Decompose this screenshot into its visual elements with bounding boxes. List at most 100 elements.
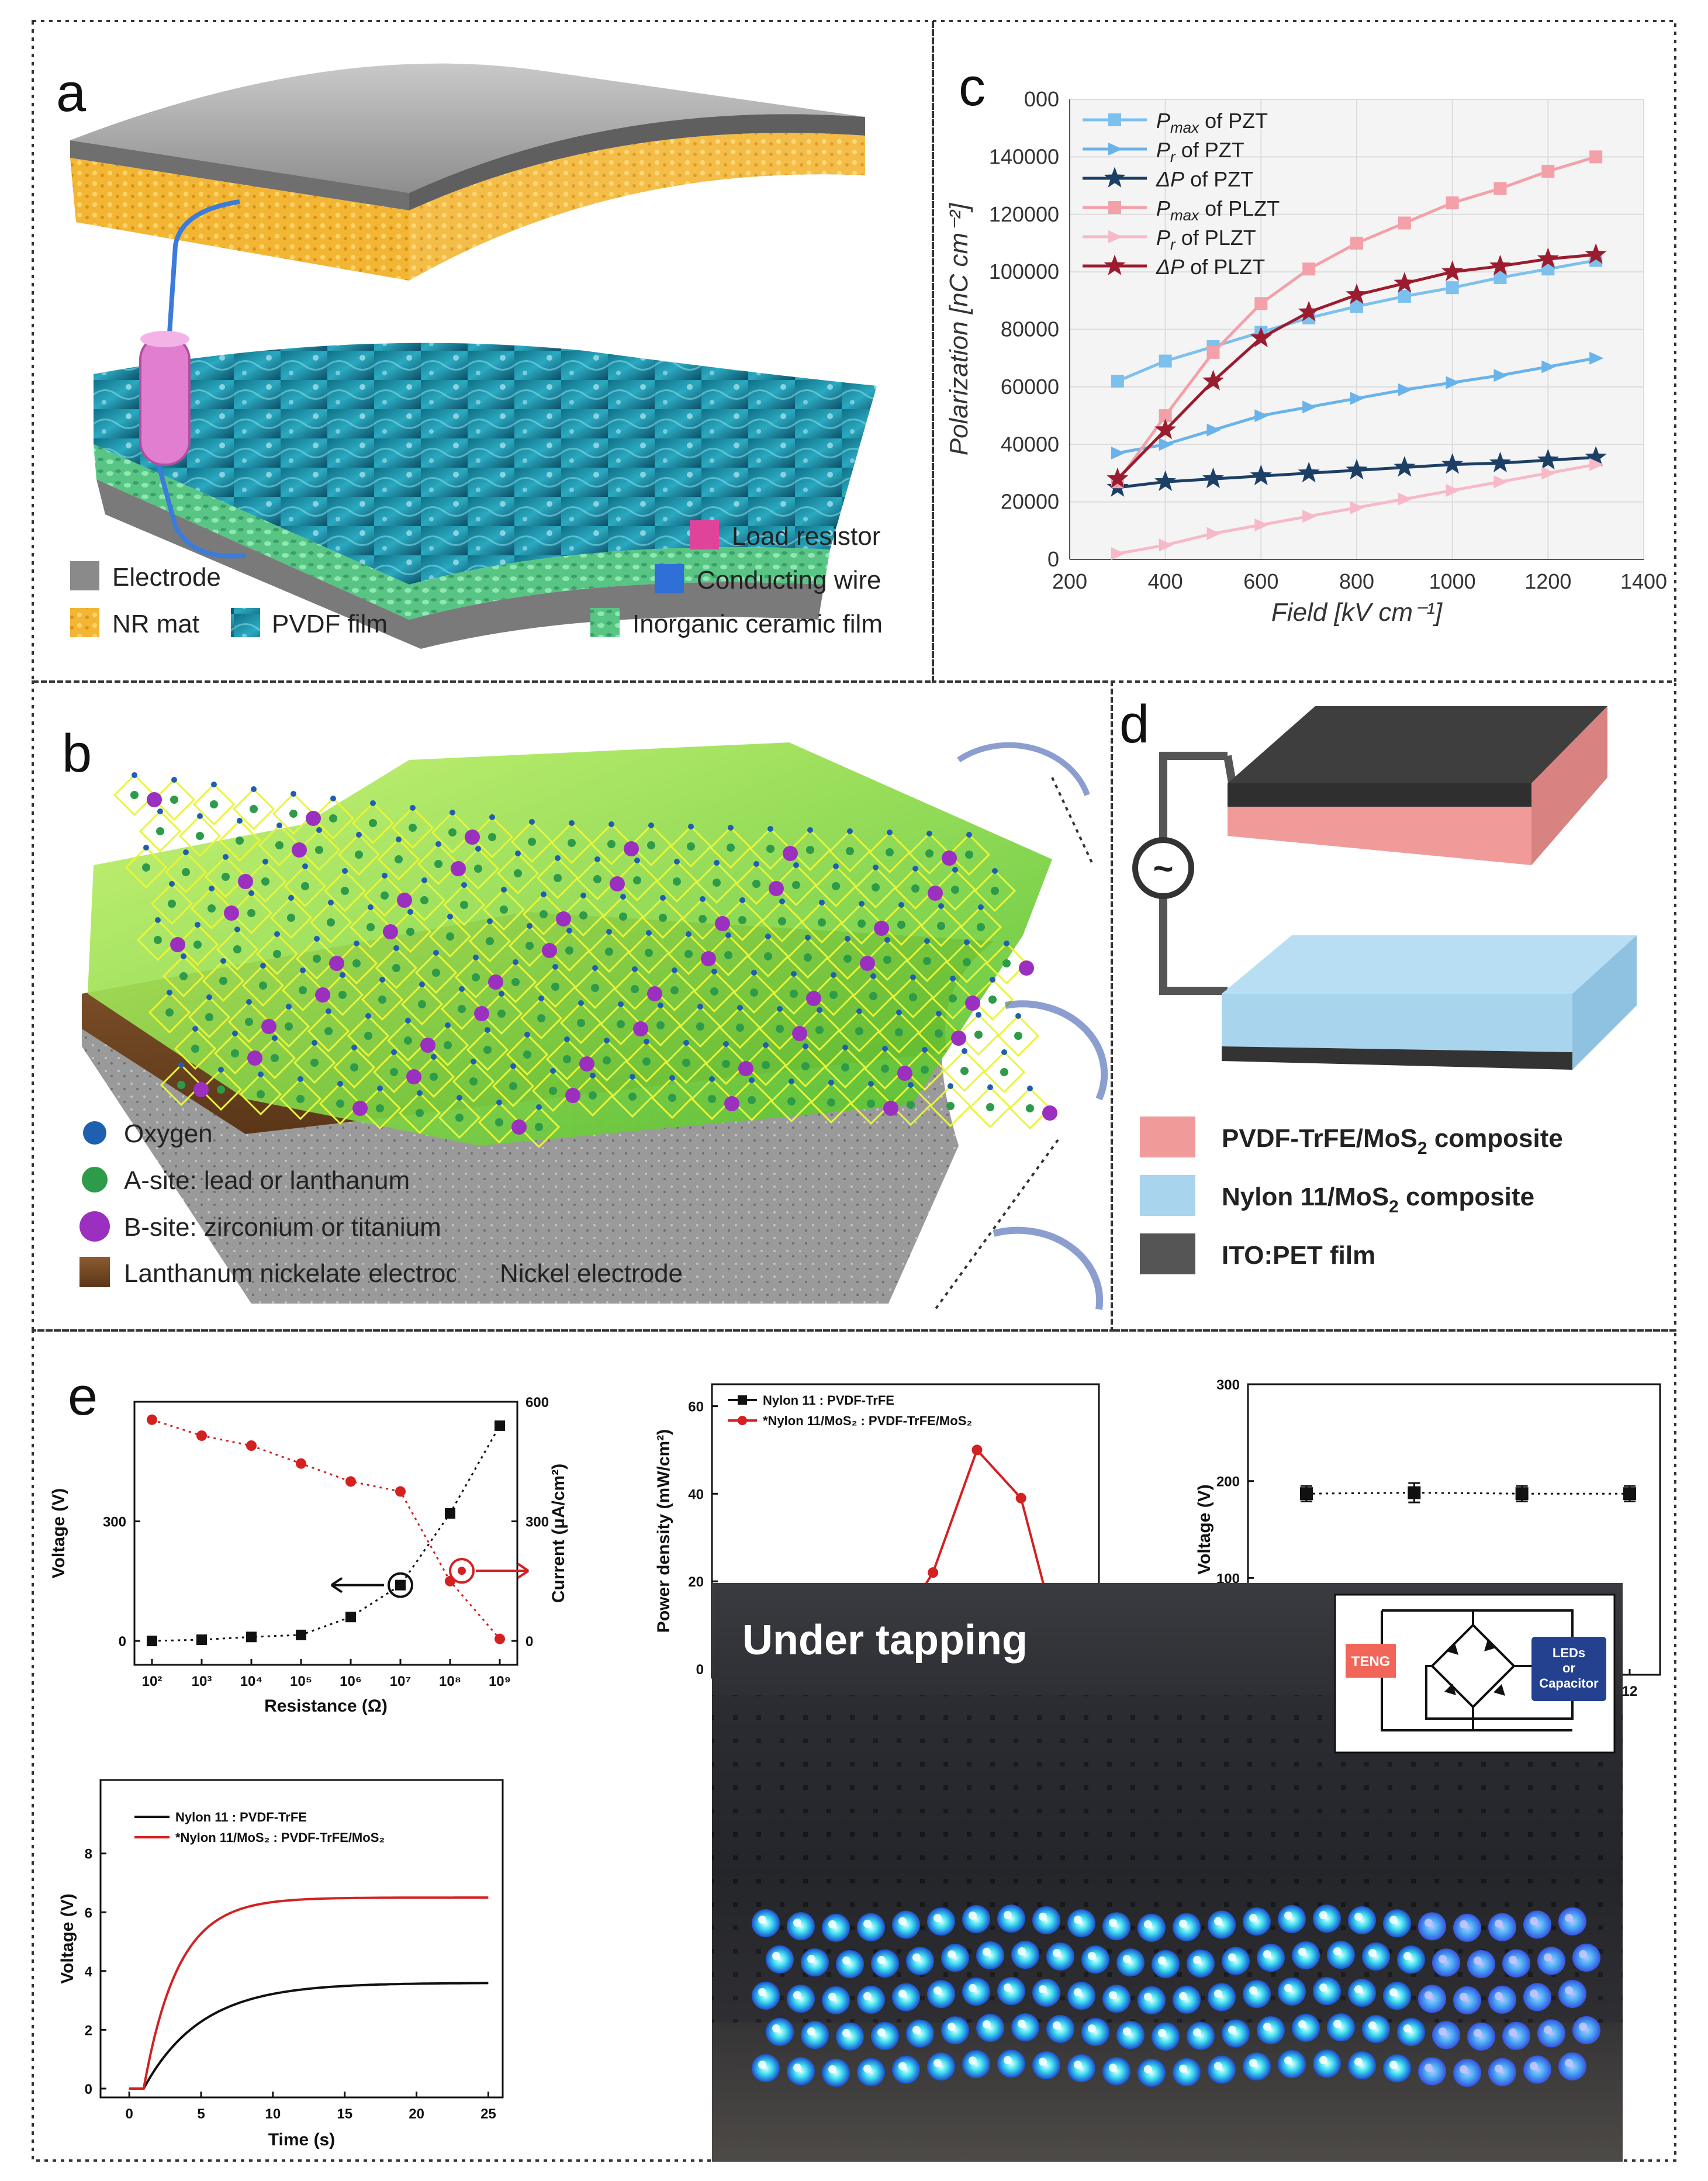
- crystal-lattice: [88, 742, 1052, 1146]
- a-site-atom: [911, 884, 919, 893]
- led-highlight: [1474, 1956, 1482, 1965]
- oxygen-atom: [725, 932, 731, 938]
- octahedron: [903, 1048, 946, 1091]
- a-site-atom: [514, 869, 522, 877]
- a-site-atom: [170, 796, 178, 804]
- data-point: [1250, 464, 1272, 486]
- oxygen-atom: [709, 1076, 715, 1082]
- panel-a-border: [32, 20, 934, 683]
- a-site-atom: [486, 937, 494, 945]
- a-site-atom: [897, 921, 905, 929]
- led-highlight: [969, 1912, 977, 1920]
- oxygen-atom: [807, 827, 813, 833]
- series-line: [129, 1896, 489, 2090]
- a-site-atom: [713, 879, 721, 887]
- led-highlight: [793, 1991, 801, 2000]
- y-right-axis-label: Current (μA/cm²): [549, 1464, 568, 1603]
- y-right-tick-label: 600: [525, 1395, 549, 1411]
- octahedron: [854, 866, 897, 909]
- b-site-atom: [860, 956, 875, 971]
- oxygen-atom: [529, 819, 535, 825]
- oxygen-atom: [421, 877, 427, 883]
- x-tick-label: 1200: [1524, 569, 1571, 593]
- oxygen-atom: [157, 808, 163, 814]
- octahedron: [863, 1047, 907, 1090]
- led-highlight: [1460, 2065, 1468, 2073]
- data-point: [1350, 501, 1365, 514]
- octahedron: [403, 879, 446, 922]
- a-site-atom: [469, 1077, 478, 1086]
- teng-illustration: [70, 63, 877, 649]
- load-resistor-top: [140, 331, 189, 347]
- legend-pvdf-film: PVDF film: [231, 608, 388, 638]
- data-point: [1298, 300, 1320, 322]
- led-highlight: [1053, 2021, 1061, 2030]
- led-highlight: [898, 1917, 907, 1926]
- led-highlight: [898, 2062, 907, 2071]
- octahedron: [178, 814, 222, 858]
- a-site-atom: [259, 981, 267, 990]
- led-highlight: [1004, 1911, 1012, 1920]
- oxygen-atom: [538, 996, 544, 1001]
- oxygen-atom: [132, 772, 137, 778]
- a-site-atom: [605, 948, 613, 956]
- panel-e-label: e: [68, 1367, 98, 1426]
- led-highlight: [1179, 1919, 1187, 1928]
- octahedron: [616, 859, 659, 902]
- a-site-atom: [818, 918, 826, 927]
- y-axis-label: Polarization [nC cm⁻²]: [945, 202, 973, 455]
- led-icon: [1523, 1910, 1551, 1939]
- led-highlight: [1530, 2062, 1538, 2071]
- led-highlight: [1389, 1916, 1398, 1924]
- oxygen-atom: [950, 976, 956, 981]
- b-site-atom: [724, 1096, 739, 1111]
- octahedron: [877, 1011, 921, 1054]
- data-point: [196, 1430, 207, 1441]
- led-icon: [1011, 2013, 1039, 2042]
- led-highlight: [793, 2064, 801, 2072]
- led-icon: [1257, 2016, 1285, 2045]
- a-site-atom: [273, 950, 281, 958]
- oxygen-atom: [272, 1035, 278, 1041]
- octahedron: [775, 863, 818, 907]
- oxygen-atom: [181, 953, 186, 959]
- led-icon: [1488, 1985, 1516, 2014]
- octahedron: [810, 1081, 853, 1124]
- led-highlight: [1249, 1986, 1257, 1995]
- legend-ceramic-film: Inorganic ceramic film: [590, 608, 883, 638]
- a-site-atom: [367, 923, 375, 931]
- oxygen-atom: [410, 805, 416, 811]
- octahedron: [840, 902, 883, 945]
- oxygen-atom: [541, 891, 547, 897]
- oxygen-atom: [220, 958, 226, 964]
- a-site-atom: [261, 877, 269, 886]
- octahedron: [681, 897, 724, 941]
- a-site-atom: [832, 882, 840, 890]
- octahedron: [494, 960, 537, 1004]
- led-icon: [892, 1910, 920, 1939]
- data-point: [246, 1440, 257, 1451]
- led-icon: [1467, 1950, 1495, 1978]
- a-site-atom: [949, 994, 957, 1003]
- led-tint: [1558, 1979, 1586, 2008]
- oxygen-atom: [234, 927, 240, 932]
- data-point: [1394, 456, 1416, 477]
- b-site-atom: [565, 1088, 580, 1103]
- led-icon: [1046, 1942, 1074, 1971]
- y-tick-label: 300: [103, 1515, 126, 1530]
- oxygen-atom: [368, 904, 374, 910]
- conducting-wire: [155, 199, 246, 559]
- led-icon: [976, 2014, 1004, 2042]
- data-point: [1441, 260, 1464, 281]
- a-site-atom: [416, 1109, 424, 1117]
- oxygen-atom: [592, 965, 598, 971]
- a-site-atom: [647, 841, 655, 849]
- led-icon: [1432, 2021, 1460, 2049]
- oxygen-atom: [870, 973, 876, 979]
- octahedron: [770, 1080, 813, 1123]
- a-site-atom: [177, 1081, 185, 1089]
- oxygen-atom: [686, 931, 692, 937]
- a-site-atom: [301, 882, 309, 890]
- led-icon: [1137, 1913, 1166, 1942]
- octahedron: [218, 819, 261, 862]
